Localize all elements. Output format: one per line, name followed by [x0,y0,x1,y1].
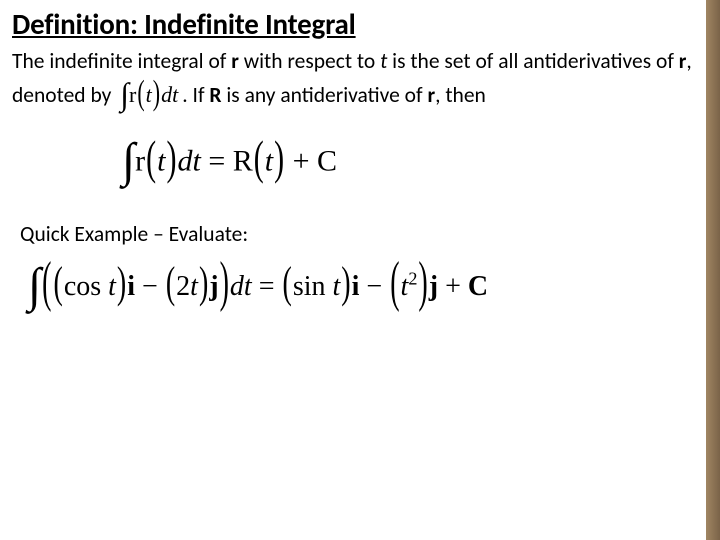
paren: ) [199,259,208,310]
vector-R: R [209,82,221,108]
cos: cos [64,270,101,301]
paren: ) [418,252,427,316]
paren: ( [42,252,51,316]
paren: ) [220,252,229,316]
paren: ) [167,132,177,186]
equals: = [201,144,233,177]
text-frag: . If [182,82,209,108]
paren: ( [53,259,62,310]
integral-icon: ∫ [28,258,41,313]
math-r: r [135,144,145,177]
text-frag: The indefinite integral of [12,48,231,74]
paren: ( [390,252,399,316]
math-r: r [129,82,136,107]
unit-i: i [127,270,135,301]
math-t: t [265,144,273,177]
vector-r: r [427,82,435,108]
const-c: C [468,270,488,301]
slide-side-accent [706,0,720,540]
text-frag: is any antiderivative of [222,82,428,108]
exponent: 2 [408,268,417,288]
inline-integral: ∫r(t)dt [120,76,178,118]
text-frag: with respect to [239,48,380,74]
paren: ( [283,259,292,310]
unit-j: j [209,270,218,301]
math-t: t [157,144,165,177]
math-t: t [333,270,341,301]
unit-j: j [429,270,438,301]
paren: ( [254,132,264,186]
integral-icon: ∫ [122,133,135,188]
example-label: Quick Example – Evaluate: [20,221,702,247]
math-dt: dt [230,270,252,301]
math-t: t [108,270,116,301]
minus: − [359,270,389,301]
definition-text: The indefinite integral of r with respec… [12,48,702,118]
text-frag: , then [435,82,486,108]
paren: ) [153,70,160,116]
paren: ) [274,132,284,186]
math-R: R [233,144,253,177]
paren: ) [117,259,126,310]
math-t: t [190,270,198,301]
paren: ( [166,259,175,310]
paren: ) [341,259,350,310]
math-dt: dt [178,144,201,177]
two: 2 [176,270,190,301]
slide-title: Definition: Indefinite Integral [12,6,702,42]
math-t: t [146,82,152,107]
sin: sin [293,270,326,301]
math-dt: dt [161,82,178,107]
equation-example: ∫((cos t)i − (2t)j)dt = (sin t)i − (t2)j… [28,261,702,316]
vector-r: r [231,48,239,74]
paren: ( [146,132,156,186]
integral-icon: ∫ [120,74,129,116]
text-frag: is the set of all antiderivatives of [387,48,678,74]
minus: − [135,270,165,301]
equation-antiderivative: ∫r(t)dt = R(t) + C [122,136,702,191]
paren: ( [137,70,144,116]
plus-c: + C [285,144,337,177]
equals: = [252,270,282,301]
plus: + [438,270,468,301]
